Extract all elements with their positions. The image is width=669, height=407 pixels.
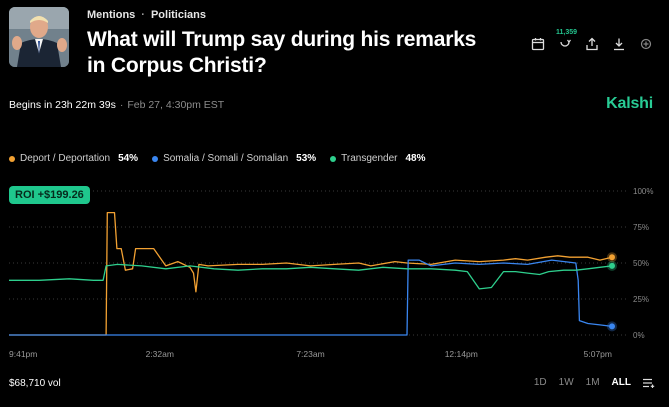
watch-count: 11,359 [556,29,578,36]
series-endpoint [609,323,615,330]
series-line-1 [9,259,613,336]
y-tick-label: 75% [633,223,649,232]
range-1m[interactable]: 1M [585,377,600,388]
legend-pct: 48% [405,153,426,164]
download-button[interactable] [605,34,632,54]
legend-label: Transgender [341,153,398,164]
y-tick-label: 100% [633,187,653,196]
time-range-selector: 1D 1W 1M ALL [534,377,655,388]
legend-label: Deport / Deportation [20,153,111,164]
start-time: Begins in 23h 22m 39s · Feb 27, 4:30pm E… [9,99,224,111]
roi-badge: ROI +$199.26 [9,186,90,204]
y-tick-label: 50% [633,259,649,268]
plus-circle-icon [640,38,651,50]
series-endpoint [609,254,615,261]
chart-legend: Deport / Deportation 54% Somalia / Somal… [9,153,426,164]
legend-label: Somalia / Somali / Somalian [163,153,289,164]
legend-item-somalia[interactable]: Somalia / Somali / Somalian 53% [152,153,316,164]
x-tick-label: 9:41pm [9,349,37,359]
event-thumbnail [9,7,69,67]
range-all[interactable]: ALL [611,377,631,388]
kalshi-logo: Kalshi [606,95,653,112]
chart-settings-icon[interactable] [643,378,655,388]
y-tick-label: 0% [633,331,645,340]
x-tick-label: 7:23am [296,349,324,359]
legend-dot [152,155,159,162]
legend-item-transgender[interactable]: Transgender 48% [330,153,426,164]
series-line-0 [9,211,613,336]
add-button[interactable] [632,34,659,54]
breadcrumb-mentions[interactable]: Mentions [87,9,136,21]
x-tick-label: 2:32am [146,349,174,359]
breadcrumb-politicians[interactable]: Politicians [150,9,206,21]
watchlist-button[interactable]: 11,359 [551,29,578,54]
x-tick-label: 5:07pm [584,349,612,359]
legend-dot [9,155,15,162]
range-1d[interactable]: 1D [533,377,547,388]
breadcrumb: Mentions · Politicians [87,9,206,21]
calendar-button[interactable] [524,34,551,54]
share-button[interactable] [578,34,605,54]
calendar-icon [531,38,544,51]
countdown: Begins in 23h 22m 39s [9,99,116,111]
trump-photo-icon [9,7,69,67]
share-icon [585,37,598,51]
x-tick-label: 12:14pm [445,349,478,359]
series-line-2 [9,263,613,290]
bookmark-cycle-icon [559,39,571,47]
breadcrumb-separator: · [141,9,145,21]
price-chart[interactable]: 100% 75% 50% 25% 0% 9:41pm 2:32am 7:23am 12:14pm… [0,180,669,370]
y-tick-label: 25% [633,295,649,304]
download-icon [613,38,624,51]
legend-pct: 53% [296,153,317,164]
legend-item-deport[interactable]: Deport / Deportation 54% [9,153,138,164]
date-separator: · [119,99,124,111]
market-title: What will Trump say during his remarks i… [87,28,477,77]
legend-pct: 54% [118,153,139,164]
event-date: Feb 27, 4:30pm EST [127,99,225,111]
header-actions: 11,359 [524,29,659,54]
range-1w[interactable]: 1W [558,377,574,388]
legend-dot [330,155,337,162]
volume: $68,710 vol [9,378,61,389]
series-endpoint [609,262,615,269]
